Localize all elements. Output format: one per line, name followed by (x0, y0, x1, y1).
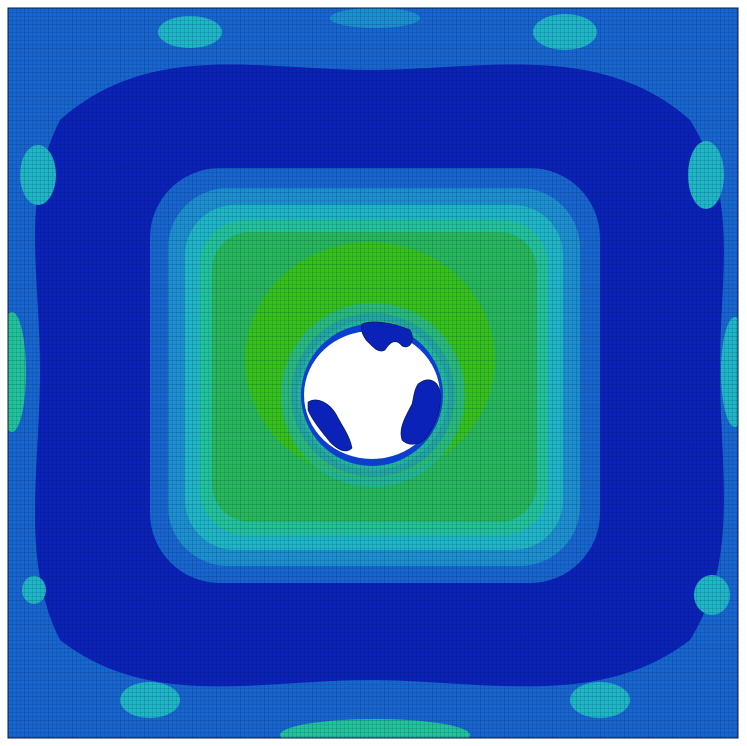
hole-edge-debris-right (400, 379, 441, 445)
plate-region (8, 8, 738, 738)
plate-outline (7, 7, 739, 739)
hole-edge-debris-top (360, 321, 413, 352)
hole-edge-debris-left (307, 399, 353, 452)
